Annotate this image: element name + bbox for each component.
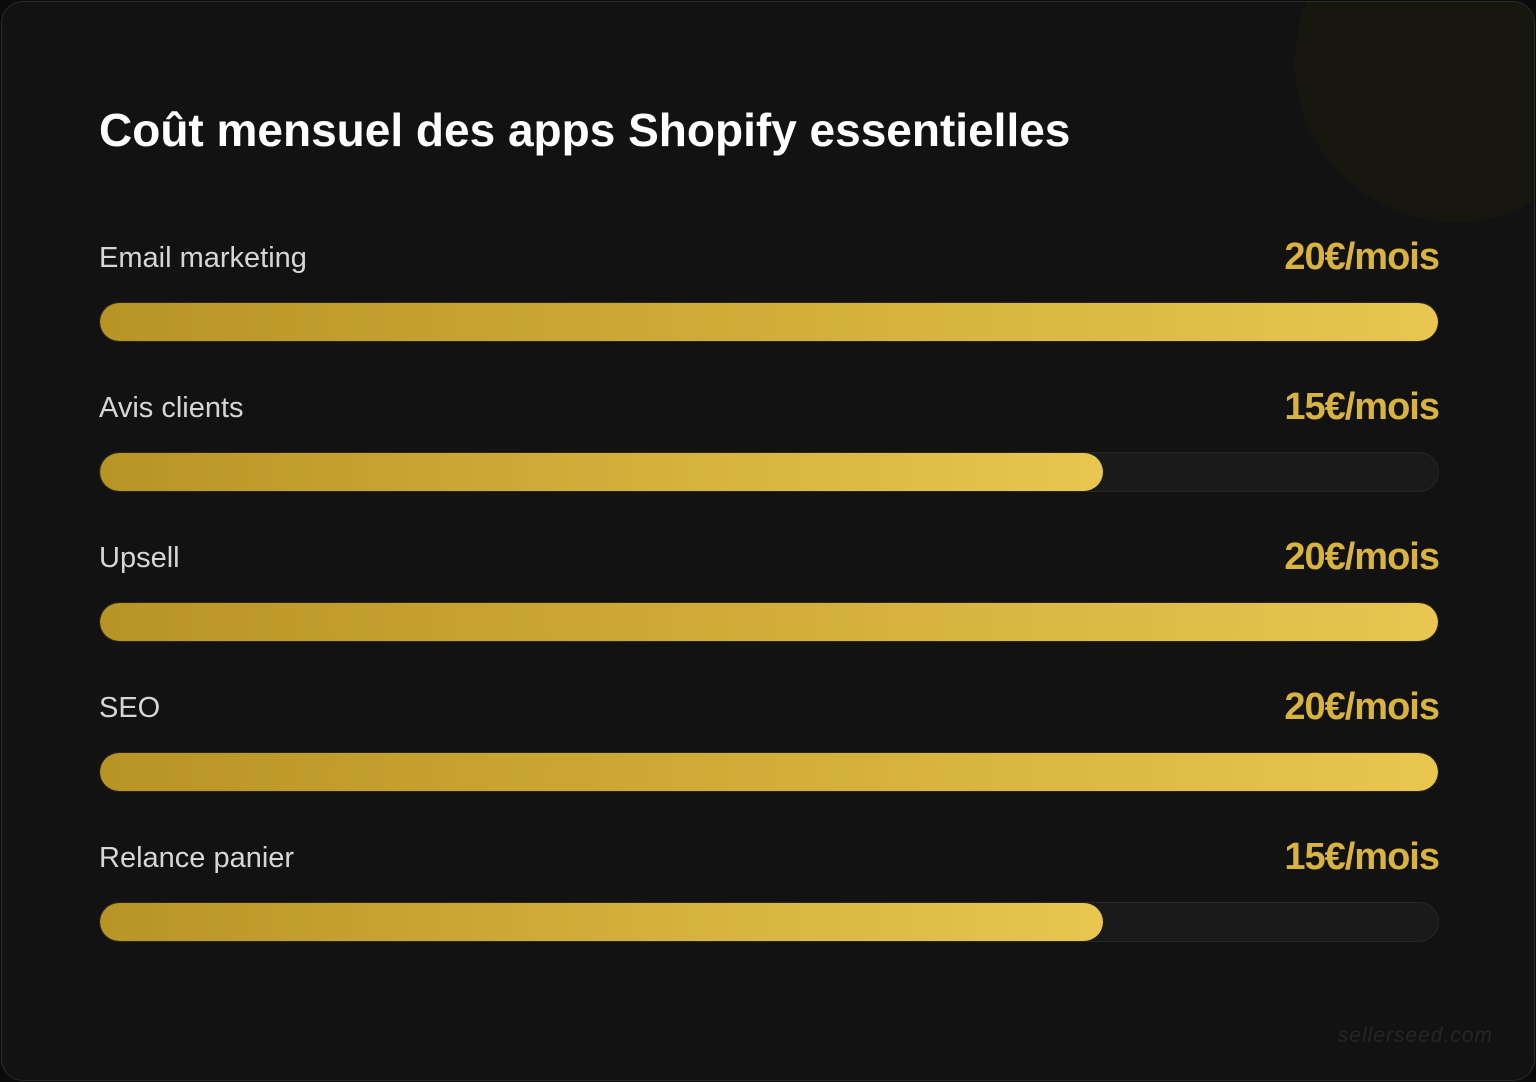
bar-fill xyxy=(100,453,1103,491)
bar-row: Relance panier 15€/mois xyxy=(99,836,1440,948)
bar-category-label: Relance panier xyxy=(99,842,295,874)
bar-track xyxy=(99,902,1439,942)
bar-track xyxy=(99,452,1439,492)
bar-row: SEO 20€/mois xyxy=(99,686,1440,798)
bar-value-label: 20€/mois xyxy=(1284,536,1440,578)
bar-category-label: SEO xyxy=(99,692,161,724)
bar-row: Email marketing 20€/mois xyxy=(99,236,1440,348)
bar-fill xyxy=(100,303,1438,341)
bar-track xyxy=(99,602,1439,642)
bar-track xyxy=(99,302,1439,342)
chart-title: Coût mensuel des apps Shopify essentiell… xyxy=(99,104,1071,156)
bar-category-label: Email marketing xyxy=(99,242,307,274)
bar-value-label: 15€/mois xyxy=(1284,836,1440,878)
bar-value-label: 15€/mois xyxy=(1284,386,1440,428)
bar-track xyxy=(99,752,1439,792)
bar-category-label: Upsell xyxy=(99,542,180,574)
decorative-circle xyxy=(1295,2,1534,222)
bar-value-label: 20€/mois xyxy=(1284,686,1440,728)
bar-category-label: Avis clients xyxy=(99,392,244,424)
bar-fill xyxy=(100,603,1438,641)
bar-row: Upsell 20€/mois xyxy=(99,536,1440,648)
bar-fill xyxy=(100,753,1438,791)
bar-value-label: 20€/mois xyxy=(1284,236,1440,278)
bar-fill xyxy=(100,903,1103,941)
watermark: sellerseed.com xyxy=(1337,1024,1493,1047)
bar-row: Avis clients 15€/mois xyxy=(99,386,1440,498)
